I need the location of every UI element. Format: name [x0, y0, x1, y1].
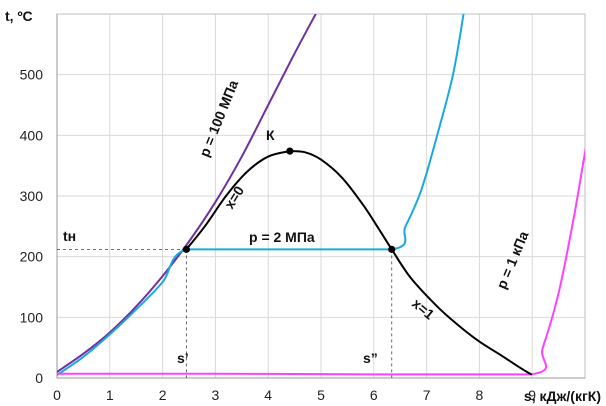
series-p-2mpa — [57, 14, 465, 376]
saturated-liquid-marker — [182, 245, 190, 253]
series-label-x1: x=1 — [409, 295, 438, 323]
y-tick-label: 500 — [20, 67, 44, 83]
y-tick-label: 300 — [20, 188, 44, 204]
axes — [56, 14, 585, 379]
x-tick-label: 7 — [423, 387, 431, 403]
series-x1 — [288, 150, 533, 376]
series — [57, 14, 585, 376]
s-double-prime-label: s” — [363, 350, 378, 366]
tick-labels: 0 1 2 3 4 5 6 7 8 9 0 100 200 300 400 500 — [20, 67, 537, 403]
x-tick-label: 9 — [528, 387, 536, 403]
saturated-vapor-marker — [388, 245, 396, 253]
series-p-100mpa — [57, 14, 317, 373]
x-axis-title: s, кДж/(кгК) — [524, 388, 601, 404]
series-label-p-1kpa: p = 1 кПа — [493, 229, 532, 292]
x-tick-label: 5 — [317, 387, 325, 403]
x-tick-label: 4 — [264, 387, 272, 403]
t-sat-label: tн — [63, 228, 76, 244]
y-tick-label: 100 — [20, 309, 44, 325]
x-tick-label: 8 — [476, 387, 484, 403]
x-tick-label: 6 — [370, 387, 378, 403]
series-p-1kpa — [57, 146, 585, 376]
series-x0 — [185, 150, 291, 251]
critical-point-marker — [286, 147, 294, 155]
y-tick-label: 200 — [20, 249, 44, 265]
grid — [56, 13, 586, 379]
y-tick-label: 0 — [35, 370, 43, 386]
x-tick-label: 2 — [159, 387, 167, 403]
x-tick-label: 0 — [53, 387, 61, 403]
series-label-p-2mpa: p = 2 МПа — [249, 229, 315, 245]
critical-point-label: К — [266, 127, 275, 143]
series-label-p-100mpa: p = 100 МПа — [196, 78, 241, 160]
markers — [182, 147, 396, 253]
x-tick-label: 1 — [106, 387, 114, 403]
x-tick-label: 3 — [212, 387, 220, 403]
s-prime-label: s’ — [177, 350, 189, 366]
y-axis-title: t, ºC — [5, 8, 33, 24]
guide-lines — [57, 248, 393, 378]
y-tick-label: 400 — [20, 127, 44, 143]
